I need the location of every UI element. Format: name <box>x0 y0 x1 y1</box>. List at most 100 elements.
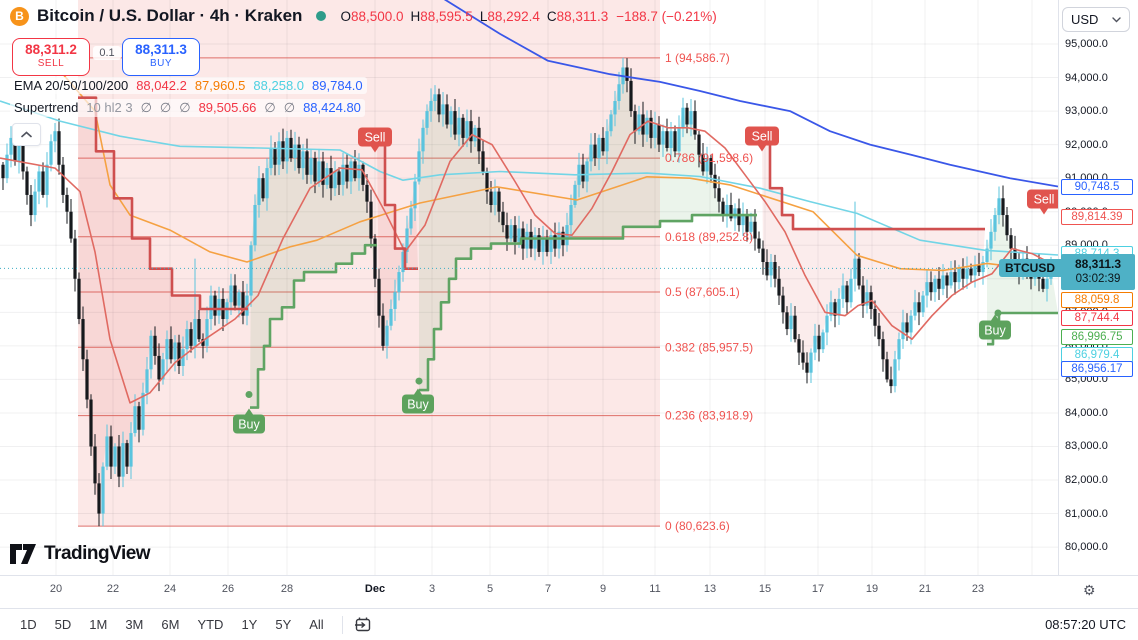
range-button-ytd[interactable]: YTD <box>189 614 231 635</box>
range-button-1d[interactable]: 1D <box>12 614 45 635</box>
bitcoin-logo-icon: B <box>10 6 29 26</box>
supertrend-value: 88,424.80 <box>303 100 361 115</box>
currency-selector[interactable]: USD <box>1062 7 1130 32</box>
fib-label: 0.382 (85,957.5) <box>665 340 753 354</box>
buy-signal-label[interactable]: Buy <box>402 388 434 414</box>
x-axis-tick: 15 <box>758 583 772 595</box>
x-axis-tick: 23 <box>971 583 985 595</box>
range-button-5y[interactable]: 5Y <box>267 614 299 635</box>
x-axis-tick: 19 <box>865 583 879 595</box>
sell-signal-label[interactable]: Sell <box>358 127 392 153</box>
ema100-line <box>0 100 1059 256</box>
sell-button[interactable]: 88,311.2 SELL <box>12 38 90 76</box>
range-button-1m[interactable]: 1M <box>81 614 115 635</box>
range-button-5d[interactable]: 5D <box>47 614 80 635</box>
price-chart[interactable]: 1 (94,586.7) 0.786 (91,598.6) 0.618 (89,25… <box>0 0 1061 575</box>
ema-value: 89,784.0 <box>312 78 363 93</box>
range-button-1y[interactable]: 1Y <box>233 614 265 635</box>
tradingview-logo[interactable]: TradingView <box>10 543 151 565</box>
supertrend-indicator-name[interactable]: Supertrend <box>14 100 79 115</box>
sell-signal-label[interactable]: Sell <box>745 126 779 152</box>
x-axis-tick: 7 <box>544 583 552 595</box>
supertrend-buy-line <box>250 243 377 409</box>
time-axis[interactable]: ⚙ 20 22 24 26 28 Dec 3 5 7 9 11 13 15 17 19 21 23 <box>0 575 1138 609</box>
current-price-label: 88,311.3 03:02:39 <box>1061 254 1135 290</box>
supertrend-value: ∅ <box>179 100 191 115</box>
ema-indicator-name[interactable]: EMA 20/50/100/200 <box>14 78 129 93</box>
supertrend-indicator-row[interactable]: Supertrend 10 hl2 3 ∅ ∅ ∅ 89,505.66 ∅ ∅ 88,424.8… <box>10 99 365 117</box>
supertrend-buy-line <box>419 213 757 392</box>
buy-button[interactable]: 88,311.3 BUY <box>122 38 200 76</box>
range-button-all[interactable]: All <box>301 614 331 635</box>
symbol-title[interactable]: Bitcoin / U.S. Dollar · 4h · Kraken <box>37 6 303 25</box>
fib-label: 1 (94,586.7) <box>665 51 730 65</box>
x-axis-tick: 21 <box>918 583 932 595</box>
ema-value: 87,960.5 <box>194 78 246 93</box>
chart-area[interactable]: 1 (94,586.7) 0.786 (91,598.6) 0.618 (89,25… <box>0 0 1061 575</box>
y-axis-tick: 93,000.0 <box>1065 105 1108 118</box>
tradingview-wordmark: TradingView <box>44 543 151 564</box>
supertrend-sell-line <box>78 96 248 311</box>
chevron-down-icon <box>1112 16 1121 22</box>
ema20-line <box>0 120 1059 404</box>
go-to-date-icon[interactable] <box>353 616 373 633</box>
y-axis-price-label: 86,956.17 <box>1061 361 1133 377</box>
supertrend-value: 89,505.66 <box>198 100 257 115</box>
y-axis-tick: 92,000.0 <box>1065 138 1108 151</box>
collapse-button[interactable] <box>12 123 41 146</box>
toolbar-divider <box>341 615 343 634</box>
svg-text:Buy: Buy <box>238 418 260 432</box>
utc-clock[interactable]: 08:57:20 UTC <box>1045 617 1126 632</box>
supertrend-value: ∅ <box>264 100 276 115</box>
buy-signal-label[interactable]: Buy <box>979 314 1011 340</box>
range-button-6m[interactable]: 6M <box>153 614 187 635</box>
fib-label: 0.236 (83,918.9) <box>665 409 753 423</box>
supertrend-value: ∅ <box>140 100 152 115</box>
sell-signal-label[interactable]: Sell <box>1027 189 1061 215</box>
ema-value: 88,258.0 <box>253 78 305 93</box>
ema-indicator-row[interactable]: EMA 20/50/100/200 88,042.2 87,960.5 88,258.… <box>10 77 367 94</box>
y-axis-tick: 82,000.0 <box>1065 474 1108 487</box>
range-button-3m[interactable]: 3M <box>117 614 151 635</box>
supertrend-sell-line <box>377 140 418 270</box>
y-axis-price-label: 86,996.75 <box>1061 329 1133 345</box>
bar-countdown: 03:02:39 <box>1075 273 1121 286</box>
fib-label: 0.786 (91,598.6) <box>665 151 753 165</box>
spread-value: 0.1 <box>93 46 121 60</box>
tradingview-mark-icon <box>10 544 36 564</box>
x-axis-tick: 3 <box>428 583 436 595</box>
y-axis-tick: 83,000.0 <box>1065 440 1108 453</box>
supertrend-params: 10 hl2 3 <box>86 100 133 115</box>
x-axis-tick: 24 <box>163 583 177 595</box>
ohlc-h: H88,595.5 <box>410 8 473 24</box>
fib-label: 0.618 (89,252.8) <box>665 230 753 244</box>
ohlc-l: L88,292.4 <box>479 8 540 24</box>
ema200-line <box>443 0 1059 188</box>
fib-label: 0.5 (87,605.1) <box>665 285 740 299</box>
buy-signal-label[interactable]: Buy <box>233 408 265 434</box>
y-axis-price-label: 86,979.4 <box>1061 347 1133 363</box>
ohlc-c: C88,311.3 <box>546 8 609 24</box>
supertrend-value: ∅ <box>283 100 296 115</box>
y-axis-price-label: 88,059.8 <box>1061 292 1133 308</box>
y-axis-price-label: 90,748.5 <box>1061 179 1133 195</box>
x-axis-tick: 13 <box>703 583 717 595</box>
y-axis-tick: 81,000.0 <box>1065 507 1108 520</box>
x-axis-tick: 26 <box>221 583 235 595</box>
x-axis-tick: 9 <box>599 583 607 595</box>
gear-icon[interactable]: ⚙ <box>1083 582 1096 598</box>
y-axis-tick: 95,000.0 <box>1065 38 1108 50</box>
price-axis[interactable]: 95,000.094,000.093,000.092,000.091,000.0… <box>1058 0 1138 575</box>
y-axis-tick: 94,000.0 <box>1065 71 1108 84</box>
market-status-icon[interactable] <box>316 11 327 21</box>
x-axis-tick: 17 <box>811 583 825 595</box>
signal-labels: Sell Buy Buy Sell Buy Sell <box>233 126 1061 434</box>
current-price-value: 88,311.3 <box>1074 257 1122 271</box>
ema-value: 88,042.2 <box>136 78 187 93</box>
ohlc-o: O88,500.0 <box>340 8 404 24</box>
ema-lines <box>0 0 1059 404</box>
x-axis-tick: 20 <box>49 583 63 595</box>
svg-text:Sell: Sell <box>365 131 386 145</box>
svg-text:Buy: Buy <box>407 398 429 412</box>
